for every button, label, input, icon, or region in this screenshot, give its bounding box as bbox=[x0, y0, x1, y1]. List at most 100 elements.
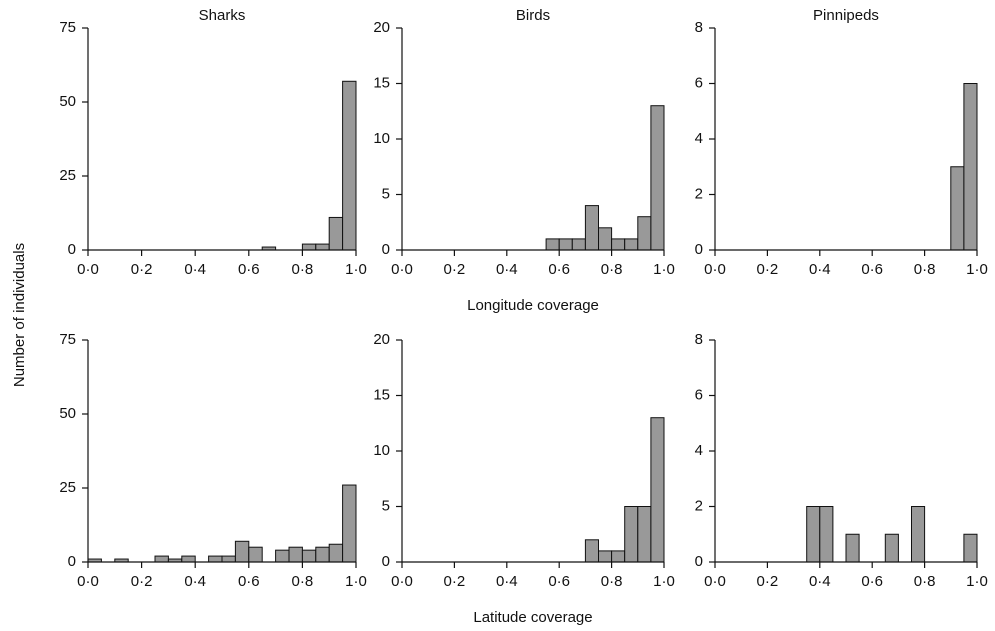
panel-title: Birds bbox=[516, 7, 550, 24]
y-tick-label: 8 bbox=[695, 19, 703, 36]
bar bbox=[584, 205, 600, 251]
y-tick-label: 10 bbox=[373, 130, 390, 147]
y-tick-label: 0 bbox=[68, 241, 76, 258]
y-tick-label: 75 bbox=[59, 19, 76, 36]
x-tick-label: 0·8 bbox=[601, 261, 623, 278]
y-tick-label: 6 bbox=[695, 386, 703, 403]
y-tick-label: 10 bbox=[373, 442, 390, 459]
y-tick-label: 0 bbox=[382, 553, 390, 570]
y-tick-label: 75 bbox=[59, 331, 76, 348]
bar bbox=[598, 227, 613, 251]
bar bbox=[315, 546, 330, 563]
y-tick-label: 8 bbox=[695, 331, 703, 348]
x-tick-label: 1·0 bbox=[345, 261, 367, 278]
y-tick-label: 20 bbox=[373, 19, 390, 36]
y-tick-label: 2 bbox=[695, 497, 703, 514]
y-axis-label: Number of individuals bbox=[11, 243, 28, 387]
bar bbox=[328, 216, 344, 251]
y-tick-label: 5 bbox=[382, 497, 390, 514]
bar bbox=[248, 546, 263, 563]
bar bbox=[637, 216, 652, 251]
x-tick-label: 0·0 bbox=[391, 261, 413, 278]
x-tick-label: 0·2 bbox=[444, 573, 466, 590]
bar bbox=[221, 555, 236, 563]
bar bbox=[301, 549, 317, 563]
x-tick-label: 0·8 bbox=[292, 261, 314, 278]
x-tick-label: 0·0 bbox=[704, 261, 726, 278]
bar bbox=[884, 533, 899, 563]
y-tick-label: 0 bbox=[382, 241, 390, 258]
x-tick-label: 0·4 bbox=[809, 261, 831, 278]
y-tick-label: 20 bbox=[373, 331, 390, 348]
bar bbox=[181, 555, 196, 563]
panel-title: Pinnipeds bbox=[813, 7, 879, 24]
x-tick-label: 0·2 bbox=[757, 573, 779, 590]
bar bbox=[584, 539, 600, 563]
y-tick-label: 50 bbox=[59, 93, 76, 110]
bar bbox=[819, 506, 834, 563]
x-tick-label: 0·6 bbox=[548, 573, 570, 590]
bar bbox=[571, 238, 586, 251]
y-tick-label: 4 bbox=[695, 130, 703, 147]
x-tick-label: 0·2 bbox=[757, 261, 779, 278]
x-tick-label: 0·4 bbox=[184, 261, 206, 278]
x-tick-label: 0·8 bbox=[914, 573, 936, 590]
y-tick-label: 15 bbox=[373, 386, 390, 403]
x-tick-label: 0·8 bbox=[914, 261, 936, 278]
x-tick-label: 1·0 bbox=[345, 573, 367, 590]
bar bbox=[301, 243, 317, 251]
x-tick-label: 1·0 bbox=[966, 573, 988, 590]
bar bbox=[234, 540, 250, 563]
bar bbox=[611, 238, 626, 251]
x-tick-label: 1·0 bbox=[966, 261, 988, 278]
bar bbox=[288, 546, 303, 563]
y-tick-label: 0 bbox=[695, 241, 703, 258]
bar bbox=[637, 506, 652, 563]
bar bbox=[558, 238, 573, 251]
x-tick-label: 0·4 bbox=[809, 573, 831, 590]
bar bbox=[650, 417, 665, 563]
bar bbox=[911, 506, 926, 563]
x-tick-label: 0·2 bbox=[131, 573, 153, 590]
y-tick-label: 0 bbox=[68, 553, 76, 570]
bar bbox=[624, 238, 639, 251]
bar bbox=[963, 533, 978, 563]
x-tick-label: 0·0 bbox=[77, 573, 99, 590]
x-tick-label: 0·8 bbox=[292, 573, 314, 590]
bar bbox=[598, 550, 613, 563]
x-tick-label: 0·4 bbox=[184, 573, 206, 590]
y-tick-label: 6 bbox=[695, 74, 703, 91]
x-tick-label: 0·2 bbox=[131, 261, 153, 278]
y-tick-label: 4 bbox=[695, 442, 703, 459]
x-tick-label: 0·0 bbox=[704, 573, 726, 590]
y-tick-label: 5 bbox=[382, 185, 390, 202]
bar bbox=[950, 166, 965, 251]
y-tick-label: 2 bbox=[695, 185, 703, 202]
x-axis-label: Longitude coverage bbox=[467, 297, 599, 314]
x-tick-label: 1·0 bbox=[653, 573, 675, 590]
x-axis-label: Latitude coverage bbox=[473, 609, 592, 626]
bar bbox=[545, 238, 560, 251]
bar bbox=[963, 83, 978, 251]
bar bbox=[806, 506, 821, 563]
x-tick-label: 0·6 bbox=[548, 261, 570, 278]
bar bbox=[650, 105, 665, 251]
x-tick-label: 0·6 bbox=[238, 261, 260, 278]
x-tick-label: 0·4 bbox=[496, 573, 518, 590]
bar bbox=[275, 549, 290, 563]
bar bbox=[624, 506, 639, 563]
x-tick-label: 0·6 bbox=[238, 573, 260, 590]
x-tick-label: 0·4 bbox=[496, 261, 518, 278]
bar bbox=[328, 543, 344, 563]
y-tick-label: 0 bbox=[695, 553, 703, 570]
bar bbox=[342, 80, 357, 251]
y-tick-label: 50 bbox=[59, 405, 76, 422]
x-tick-label: 0·6 bbox=[861, 573, 883, 590]
bar bbox=[315, 243, 330, 251]
panel-title: Sharks bbox=[199, 7, 246, 24]
bar bbox=[611, 550, 626, 563]
bar bbox=[208, 555, 223, 563]
y-tick-label: 25 bbox=[59, 167, 76, 184]
bar bbox=[154, 555, 169, 563]
